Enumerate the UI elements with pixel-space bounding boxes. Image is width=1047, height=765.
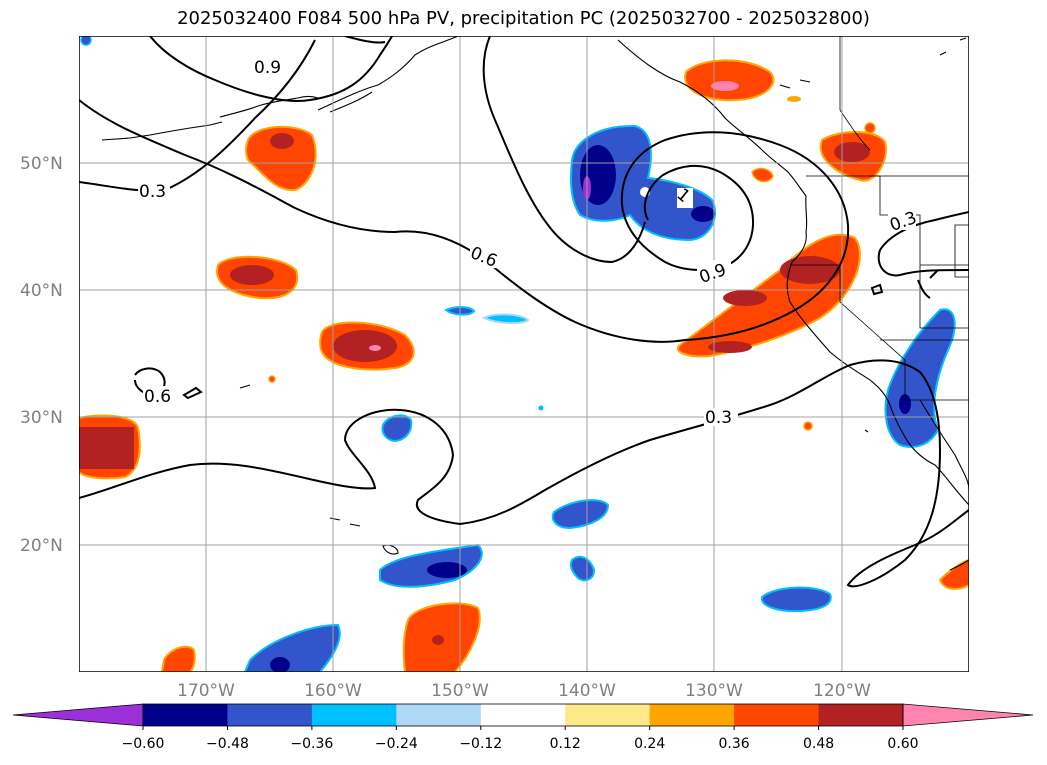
- map-title: 2025032400 F084 500 hPa PV, precipitatio…: [177, 8, 870, 29]
- colorbar: −0.60 −0.48 −0.36 −0.24 −0.12 0.12 0.24 0.36 0.4…: [12, 703, 1034, 752]
- contour-0.6-small: [134, 367, 166, 397]
- lon-label: 120°W: [813, 681, 871, 701]
- colorbar-tick-label: 0.36: [719, 736, 750, 752]
- colorbar-frame: [142, 703, 904, 727]
- map-area: 0.9 0.3 0.6 1 0.9 0.3 0.6 0.3: [79, 36, 969, 672]
- precip-negative-blobs: [80, 36, 956, 672]
- contour-0.9-north: [149, 36, 393, 102]
- contour-label: 0.3: [139, 182, 166, 202]
- baja-coast: [889, 404, 969, 506]
- lon-label: 170°W: [177, 681, 235, 701]
- precip-blob-sw-neg: [243, 623, 341, 672]
- contour-0.3-main: [79, 359, 969, 588]
- precip-blob-mid2: [569, 555, 596, 582]
- precip-blob-se: [938, 558, 969, 590]
- latitude-labels: 50°N 40°N 30°N 20°N: [20, 154, 63, 556]
- islands-ne: [779, 37, 967, 89]
- political-borders: [790, 36, 969, 401]
- colorbar-tick-label: −0.12: [459, 736, 502, 752]
- precip-positive-blobs: [79, 59, 969, 672]
- colorbar-tick-label: 0.12: [550, 736, 581, 752]
- contour-label: 0.3: [705, 408, 732, 428]
- precip-blob-mid1: [551, 499, 610, 530]
- colorbar-tick-label: −0.24: [375, 736, 418, 752]
- colorbar-tick-label: 0.60: [887, 736, 918, 752]
- lat-label: 20°N: [20, 536, 63, 556]
- lat-label: 50°N: [20, 154, 63, 174]
- colorbar-segment: [311, 704, 397, 726]
- precip-blob-nw1: [245, 125, 317, 192]
- lon-label: 140°W: [558, 681, 616, 701]
- colorbar-tick-label: −0.60: [122, 736, 165, 752]
- colorbar-segment: [818, 704, 904, 726]
- colorbar-tick-label: −0.36: [290, 736, 333, 752]
- lon-label: 160°W: [304, 681, 362, 701]
- precip-blob-sw: [160, 645, 196, 672]
- colorbar-extend-low: [12, 703, 144, 727]
- pv-contours: [79, 36, 969, 588]
- colorbar-segment: [143, 704, 228, 726]
- longitude-labels: 170°W 160°W 150°W 140°W 130°W 120°W: [177, 681, 871, 701]
- precip-blob-alaska: [684, 59, 775, 102]
- colorbar-segment: [649, 704, 735, 726]
- contour-0.9-inner: [482, 36, 646, 264]
- alaska-coast: [317, 36, 459, 113]
- contour-0.3-north: [79, 39, 316, 192]
- colorbar-tick-label: 0.48: [803, 736, 834, 752]
- precip-blob-mid3: [760, 586, 832, 613]
- west-coast-us: [786, 261, 891, 406]
- colorbar-tick-label: 0.24: [634, 736, 665, 752]
- lat-label: 30°N: [20, 408, 63, 428]
- contour-labels: 0.9 0.3 0.6 1 0.9 0.3 0.6 0.3: [138, 58, 920, 428]
- colorbar-tick-label: −0.48: [206, 736, 249, 752]
- colorbar-segment: [734, 704, 820, 726]
- precip-blob-mid4: [381, 414, 413, 443]
- contour-0.6-main: [79, 99, 850, 343]
- contour-label: 0.9: [254, 58, 281, 78]
- lat-label: 40°N: [20, 281, 63, 301]
- colorbar-segment: [480, 704, 566, 726]
- lon-label: 130°W: [685, 681, 743, 701]
- colorbar-extend-high: [902, 703, 1034, 727]
- contour-label: 0.6: [144, 387, 171, 407]
- colorbar-segment: [396, 704, 482, 726]
- colorbar-segment: [227, 704, 313, 726]
- contour-0.3-ne: [877, 211, 969, 277]
- colorbar-segment: [565, 704, 651, 726]
- lon-label: 150°W: [431, 681, 489, 701]
- panhandle-coast: [617, 39, 808, 263]
